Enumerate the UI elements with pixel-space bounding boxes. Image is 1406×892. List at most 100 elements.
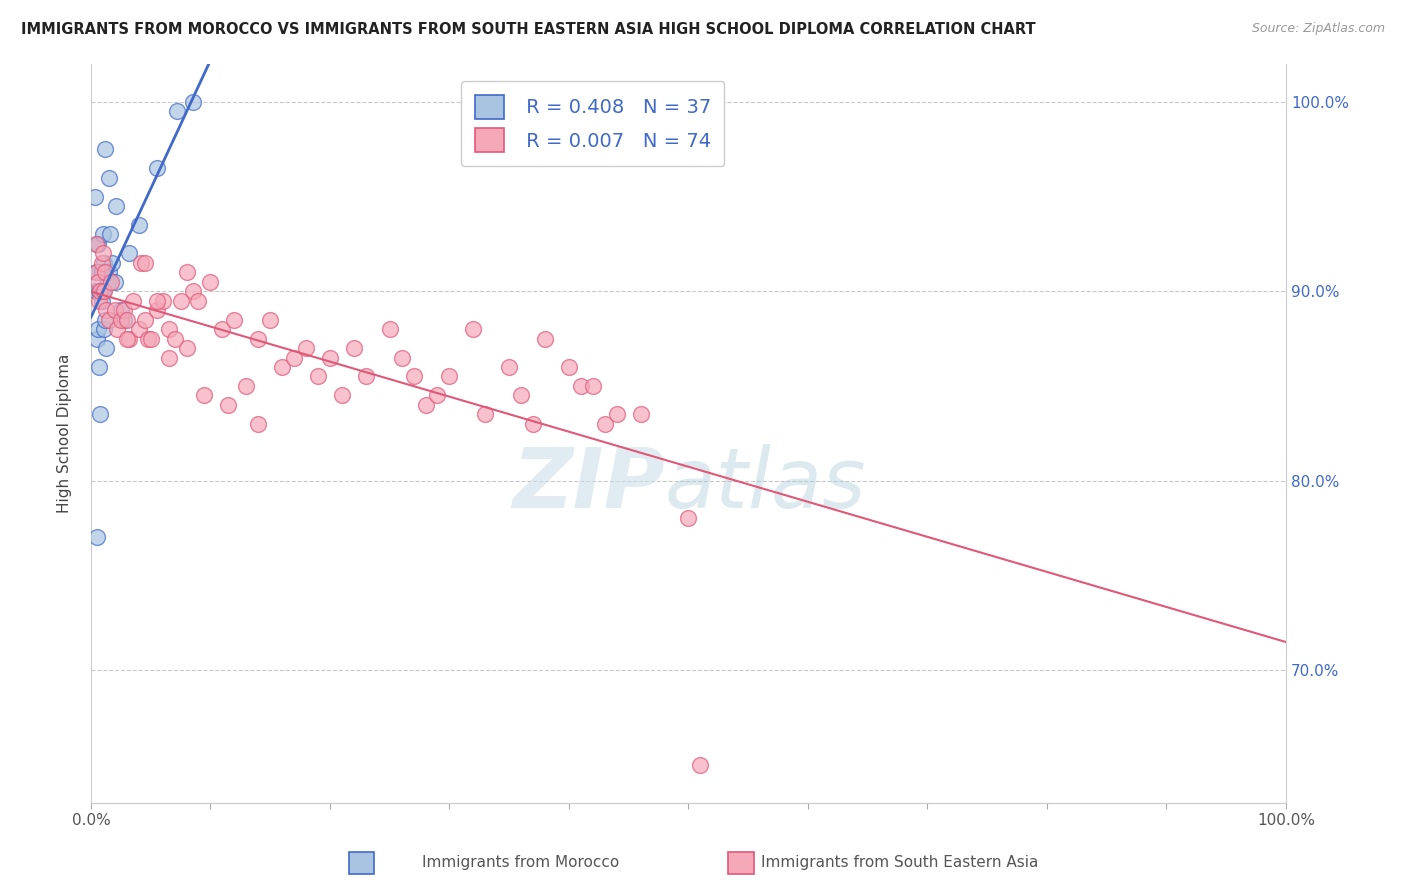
Point <box>89 265 111 279</box>
Point <box>247 332 270 346</box>
Point <box>86 265 108 279</box>
Point <box>110 312 132 326</box>
Y-axis label: High School Diploma: High School Diploma <box>58 353 72 513</box>
Point <box>152 293 174 308</box>
Point <box>163 332 186 346</box>
Point <box>121 293 143 308</box>
Point <box>343 341 366 355</box>
Point <box>84 236 107 251</box>
Point <box>426 388 449 402</box>
Point <box>415 398 437 412</box>
Point <box>84 265 107 279</box>
Point <box>97 265 120 279</box>
Point <box>534 332 557 346</box>
Point <box>128 218 150 232</box>
Point <box>224 312 246 326</box>
Point <box>118 332 141 346</box>
Point <box>569 379 592 393</box>
Point <box>89 359 111 374</box>
Point <box>136 332 159 346</box>
Point <box>582 379 605 393</box>
Point <box>200 275 222 289</box>
Point <box>115 332 138 346</box>
Point <box>87 236 110 251</box>
Point <box>90 265 112 279</box>
Point <box>187 293 209 308</box>
Point <box>112 303 135 318</box>
Point <box>90 256 112 270</box>
Point <box>354 369 377 384</box>
Point <box>157 351 180 365</box>
Point <box>90 293 112 308</box>
Point <box>94 142 117 156</box>
Point <box>139 332 162 346</box>
Point <box>271 359 294 374</box>
Point <box>678 511 700 525</box>
Point <box>181 285 204 299</box>
Point <box>259 312 281 326</box>
Point <box>129 256 152 270</box>
Point <box>630 408 652 422</box>
Point <box>93 256 115 270</box>
Point <box>283 351 305 365</box>
Point <box>307 369 329 384</box>
Point <box>94 265 117 279</box>
Point <box>91 227 114 242</box>
Point <box>134 312 156 326</box>
Point <box>118 246 141 260</box>
Point <box>97 275 120 289</box>
Point <box>86 332 108 346</box>
Text: atlas: atlas <box>665 444 866 525</box>
Text: ZIP: ZIP <box>512 444 665 525</box>
Point <box>100 275 122 289</box>
Text: Immigrants from South Eastern Asia: Immigrants from South Eastern Asia <box>761 855 1039 870</box>
Point <box>145 303 167 318</box>
Point <box>157 322 180 336</box>
Point <box>181 95 204 109</box>
Point <box>89 293 111 308</box>
Text: IMMIGRANTS FROM MOROCCO VS IMMIGRANTS FROM SOUTH EASTERN ASIA HIGH SCHOOL DIPLOM: IMMIGRANTS FROM MOROCCO VS IMMIGRANTS FR… <box>21 22 1036 37</box>
Point <box>97 170 120 185</box>
Point <box>84 285 107 299</box>
Point <box>295 341 318 355</box>
Point <box>134 256 156 270</box>
Point <box>145 161 167 176</box>
Point <box>91 285 114 299</box>
Point <box>402 369 425 384</box>
Point <box>101 256 124 270</box>
Point <box>91 285 114 299</box>
Point <box>211 322 233 336</box>
Point <box>439 369 461 384</box>
Point <box>94 312 117 326</box>
Point <box>319 351 342 365</box>
Point <box>378 322 401 336</box>
Point <box>166 104 188 119</box>
Point <box>558 359 581 374</box>
Point <box>176 341 198 355</box>
Point <box>86 236 108 251</box>
Point <box>83 189 105 203</box>
Point <box>247 417 270 431</box>
Point <box>112 312 135 326</box>
Point <box>87 322 110 336</box>
Point <box>593 417 616 431</box>
Point <box>90 285 112 299</box>
Point <box>128 322 150 336</box>
Point <box>86 531 108 545</box>
Point <box>474 408 496 422</box>
Point <box>96 341 118 355</box>
Point <box>91 246 114 260</box>
Point <box>463 322 485 336</box>
Text: Source: ZipAtlas.com: Source: ZipAtlas.com <box>1251 22 1385 36</box>
Point <box>176 265 198 279</box>
Point <box>105 199 128 213</box>
Point <box>98 227 121 242</box>
Point <box>93 285 115 299</box>
Point <box>689 757 711 772</box>
Point <box>510 388 533 402</box>
Point <box>330 388 353 402</box>
Point <box>105 322 128 336</box>
Point <box>96 303 118 318</box>
Point <box>498 359 520 374</box>
Point <box>522 417 544 431</box>
